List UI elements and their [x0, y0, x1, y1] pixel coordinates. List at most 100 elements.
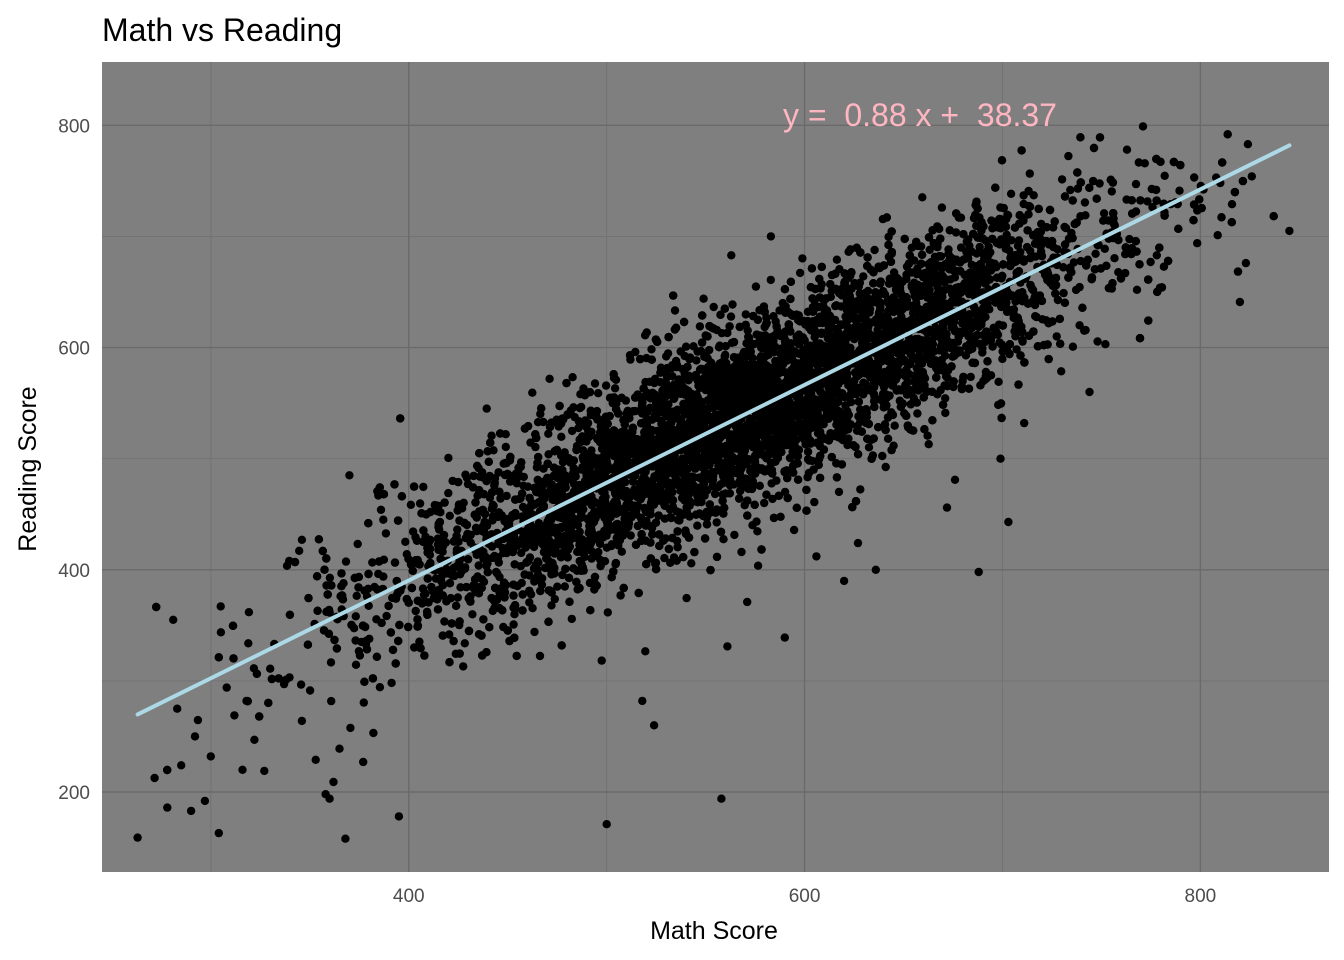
data-point	[1052, 332, 1061, 341]
data-point	[487, 542, 497, 551]
data-point	[545, 374, 554, 383]
data-point	[492, 567, 501, 577]
data-point	[1001, 244, 1010, 253]
data-point	[843, 440, 852, 450]
data-point	[526, 438, 535, 447]
data-point	[719, 535, 728, 544]
data-point	[913, 409, 922, 418]
data-point	[453, 593, 462, 602]
data-point	[369, 728, 378, 738]
data-point	[445, 630, 454, 639]
data-point	[925, 245, 934, 254]
data-point	[709, 302, 718, 312]
data-point	[967, 260, 976, 269]
data-point	[351, 660, 361, 669]
data-point	[878, 451, 887, 461]
data-point	[687, 559, 696, 568]
data-point	[509, 620, 518, 629]
data-point	[1160, 171, 1169, 180]
data-point	[327, 696, 336, 706]
data-point	[381, 529, 391, 538]
data-point	[966, 372, 975, 382]
data-point	[574, 423, 583, 433]
data-point	[1038, 315, 1047, 324]
data-point	[351, 636, 360, 645]
data-point	[937, 203, 947, 212]
data-point	[528, 604, 537, 613]
data-point	[1031, 312, 1040, 321]
data-point	[1140, 159, 1150, 168]
data-point	[1024, 186, 1033, 196]
data-point	[487, 431, 496, 440]
data-point	[411, 606, 420, 616]
data-point	[682, 593, 691, 603]
data-point	[406, 500, 416, 509]
data-point	[510, 610, 519, 619]
data-point	[1064, 151, 1073, 161]
data-point	[1175, 186, 1184, 195]
data-point	[856, 485, 865, 494]
data-point	[456, 583, 465, 592]
data-point	[1099, 209, 1109, 218]
data-point	[501, 442, 510, 452]
data-point	[710, 489, 720, 499]
data-point	[870, 245, 879, 255]
data-point	[553, 582, 562, 591]
data-point	[597, 656, 606, 665]
data-point	[748, 521, 757, 530]
data-point	[359, 698, 368, 707]
data-point	[1091, 249, 1100, 258]
data-point	[760, 498, 769, 508]
data-point	[557, 432, 566, 441]
data-point	[544, 450, 553, 459]
data-point	[737, 547, 746, 557]
data-point	[610, 384, 620, 393]
data-point	[444, 453, 453, 463]
data-point	[468, 610, 477, 619]
data-point	[798, 254, 807, 263]
data-point	[603, 608, 612, 617]
data-point	[387, 678, 396, 688]
data-point	[1146, 257, 1155, 267]
data-point	[1025, 169, 1035, 178]
data-point	[375, 683, 385, 692]
data-point	[741, 310, 750, 319]
data-point	[881, 462, 890, 472]
data-point	[478, 575, 487, 584]
data-point	[776, 512, 785, 521]
data-point	[568, 373, 577, 382]
data-point	[883, 434, 893, 443]
data-point	[766, 275, 775, 285]
data-point	[755, 481, 764, 490]
data-point	[753, 561, 763, 570]
data-point	[1071, 285, 1081, 295]
data-point	[693, 521, 702, 530]
data-point	[346, 723, 355, 733]
data-point	[567, 614, 576, 624]
data-point	[244, 608, 254, 617]
data-point	[730, 530, 739, 540]
data-point	[460, 639, 469, 648]
data-point	[305, 686, 315, 695]
data-point	[1093, 337, 1102, 346]
data-point	[530, 627, 539, 637]
data-point	[1114, 268, 1123, 277]
data-point	[590, 379, 600, 388]
data-point	[567, 426, 577, 436]
data-point	[230, 711, 239, 720]
data-point	[535, 651, 545, 661]
data-point	[472, 461, 482, 470]
data-point	[1053, 295, 1063, 305]
data-point	[469, 583, 478, 593]
data-point	[975, 242, 984, 252]
data-point	[726, 312, 736, 321]
data-point	[596, 422, 605, 431]
data-point	[941, 408, 950, 418]
data-point	[326, 658, 336, 667]
data-point	[859, 272, 868, 281]
data-point	[474, 561, 483, 570]
data-point	[834, 487, 844, 497]
data-point	[512, 479, 521, 488]
data-point	[379, 515, 388, 524]
